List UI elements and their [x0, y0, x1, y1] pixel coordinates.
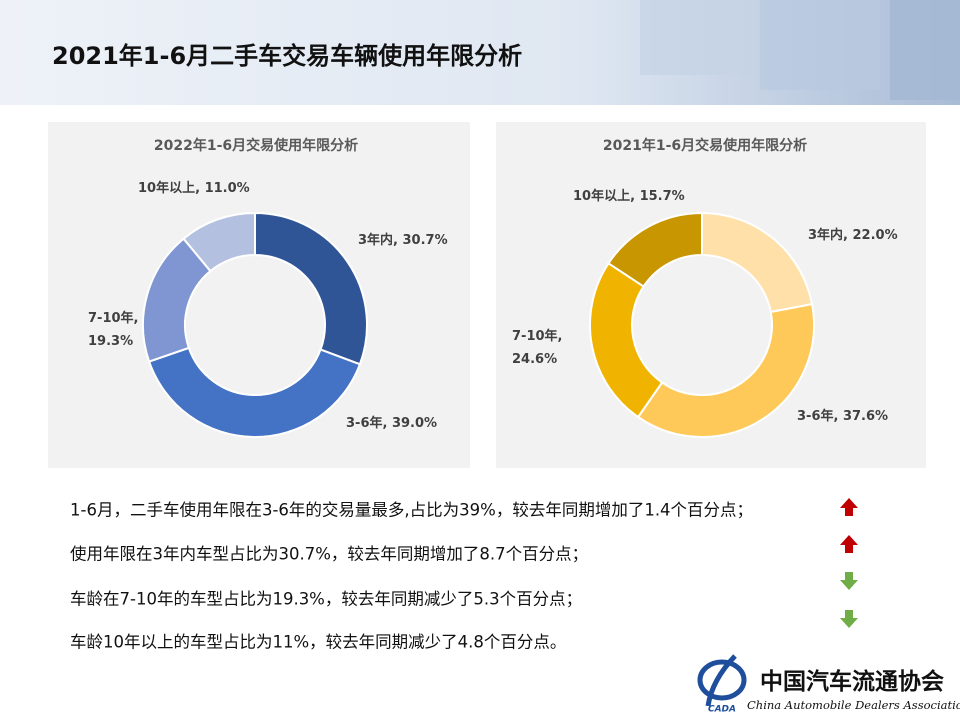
label-separator: , [195, 181, 204, 196]
category-label: 3年内 [808, 227, 843, 243]
category-label: 10年以上 [138, 180, 195, 196]
chart-title: 2022年1-6月交易使用年限分析 [154, 137, 358, 154]
label-separator: , [383, 416, 392, 431]
value-label: 22.0% [853, 228, 898, 243]
data-label: 3-6年, 39.0% [346, 415, 437, 431]
note: 使用年限在3年内车型占比为30.7%，较去年同期增加了8.7个百分点； [70, 545, 588, 564]
value-label: 19.3% [88, 334, 133, 349]
category-label: 3-6年 [346, 415, 383, 431]
donut-segment [147, 346, 362, 438]
donut-segment [607, 211, 703, 288]
data-label: 7-10年, 24.6% [512, 328, 567, 367]
data-label: 3-6年, 37.6% [797, 408, 888, 424]
category-label: 7-10年 [88, 310, 134, 326]
logo-icon [705, 654, 737, 707]
donut-segment [254, 211, 368, 366]
data-label: 3年内, 30.7% [358, 232, 448, 248]
label-separator: , [834, 409, 843, 424]
data-label: 3年内, 22.0% [808, 227, 898, 243]
category-label: 3-6年 [797, 408, 834, 424]
label-separator: , [843, 228, 852, 243]
down-arrow [840, 610, 858, 628]
note: 1-6月，二手车使用年限在3-6年的交易量最多,占比为39%，较去年同期增加了1… [70, 501, 753, 520]
value-label: 15.7% [640, 189, 685, 204]
note: 车龄10年以上的车型占比为11%，较去年同期减少了4.8个百分点。 [70, 633, 566, 652]
slide-title: 2021年1-6月二手车交易车辆使用年限分析 [52, 42, 522, 70]
category-label: 3年内 [358, 232, 393, 248]
header-decor [890, 0, 960, 100]
header-decor [640, 0, 750, 75]
logo-abbr: CADA [708, 705, 736, 715]
category-label: 7-10年 [512, 328, 558, 344]
data-label: 10年以上, 11.0% [138, 180, 250, 196]
value-label: 39.0% [392, 416, 437, 431]
value-label: 24.6% [512, 352, 557, 367]
category-label: 10年以上 [573, 188, 630, 204]
notes: 1-6月，二手车使用年限在3-6年的交易量最多,占比为39%，较去年同期增加了1… [70, 501, 753, 652]
logo-name: 中国汽车流通协会 [760, 668, 944, 695]
label-separator: , [558, 329, 567, 344]
value-label: 11.0% [205, 181, 250, 196]
donut-segment [182, 211, 256, 273]
down-arrow [840, 572, 858, 590]
donut-segment [636, 302, 815, 438]
value-label: 37.6% [843, 409, 888, 424]
up-arrow [840, 535, 858, 553]
value-label: 30.7% [403, 233, 448, 248]
logo-english: China Automobile Dealers Association [747, 698, 960, 712]
label-separator: , [393, 233, 402, 248]
label-separator: , [134, 311, 143, 326]
logo-icon [697, 659, 747, 701]
label-separator: , [630, 189, 639, 204]
data-label: 10年以上, 15.7% [573, 188, 685, 204]
header-decor [760, 0, 880, 90]
note: 车龄在7-10年的车型占比为19.3%，较去年同期减少了5.3个百分点； [70, 590, 582, 609]
up-arrow [840, 498, 858, 516]
data-label: 7-10年, 19.3% [88, 310, 143, 349]
chart-title: 2021年1-6月交易使用年限分析 [603, 137, 807, 154]
